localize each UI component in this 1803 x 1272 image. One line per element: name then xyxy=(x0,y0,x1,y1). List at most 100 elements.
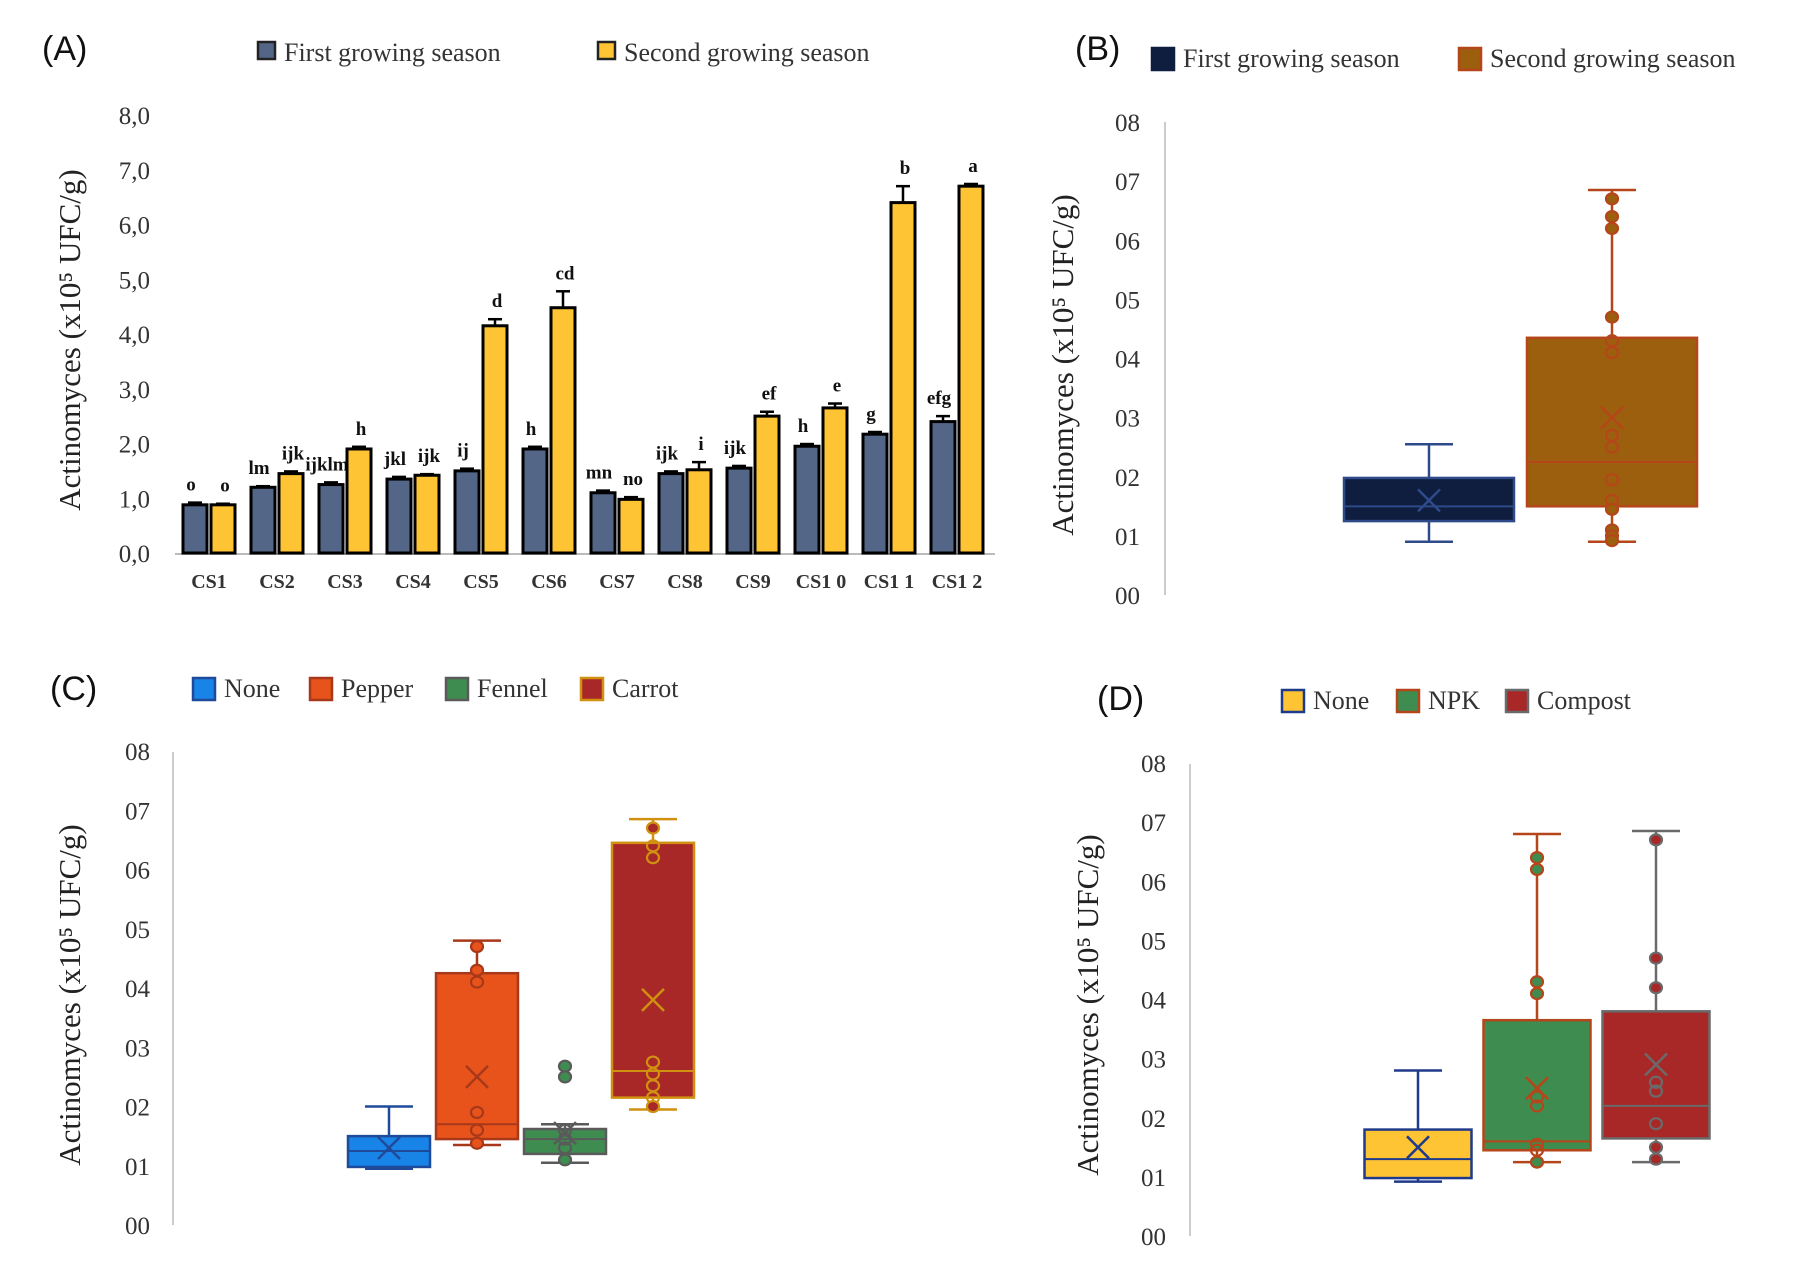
significance-label: h xyxy=(356,419,367,440)
panel-a-y-tick-2: 2,0 xyxy=(119,432,150,459)
significance-label: a xyxy=(968,156,978,177)
panel-c-legend-swatch-2 xyxy=(444,676,470,702)
panel-c-y-tick-2: 02 xyxy=(125,1095,150,1122)
significance-label: g xyxy=(866,404,876,425)
panel-b-legend-swatch-1 xyxy=(1457,46,1483,72)
category-label: CS7 xyxy=(599,571,635,593)
bar-CS12-s2 xyxy=(957,184,985,555)
box-npk-point xyxy=(1529,1090,1545,1104)
panel-d-legend-swatch-2 xyxy=(1504,688,1530,714)
panel-d-y-tick-4: 04 xyxy=(1141,988,1167,1015)
panel-c-legend-swatch-0 xyxy=(191,676,217,702)
significance-label: ijk xyxy=(418,446,441,467)
bar-CS1-s1 xyxy=(181,503,209,555)
panel-a-y-tick-5: 5,0 xyxy=(119,267,150,294)
panel-d-y-tick-7: 07 xyxy=(1141,810,1166,837)
panel-c-y-ticks: 00 01 02 03 04 05 06 07 08 xyxy=(125,739,151,1240)
box-npk-point xyxy=(1529,1099,1545,1113)
panel-b-y-tick-3: 03 xyxy=(1115,406,1140,433)
bar-CS6-s2 xyxy=(549,306,577,555)
category-label: CS3 xyxy=(327,571,363,593)
box-npk-point xyxy=(1529,1137,1545,1151)
box-pepper-iqr xyxy=(434,971,520,1141)
category-label: CS1 xyxy=(191,571,227,593)
bar-CS3-s2 xyxy=(345,447,373,555)
box-pepper-point xyxy=(469,1136,485,1150)
panel-a-category-labels: CS1 CS2 CS3 CS4 CS5 CS6 CS7 CS8 CS9 CS1 0 CS1 1 CS1… xyxy=(191,571,982,593)
box-compost-iqr xyxy=(1601,1010,1711,1140)
bar-CS7-s2 xyxy=(617,497,645,555)
category-label: CS1 1 xyxy=(864,571,915,593)
category-label: CS1 2 xyxy=(932,571,983,593)
panel-a-y-tick-0: 0,0 xyxy=(119,541,150,568)
box-pepper-point xyxy=(469,939,485,954)
significance-label: mn xyxy=(586,463,613,484)
panel-b-legend-swatch-0 xyxy=(1150,46,1176,72)
box-npk-point xyxy=(1529,1155,1545,1169)
panel-d-y-tick-1: 01 xyxy=(1141,1165,1166,1192)
significance-label: b xyxy=(900,158,911,179)
box-none-mean-marker xyxy=(377,1136,401,1160)
panel-b-label: (B) xyxy=(1075,30,1120,68)
category-label: CS5 xyxy=(463,571,499,593)
box-npk-point xyxy=(1529,986,1545,1001)
panel-b-y-axis-title: Actinomyces (x10⁵ UFC/g) xyxy=(1045,194,1080,535)
category-label: CS6 xyxy=(531,571,567,593)
panel-c-legend-swatch-1 xyxy=(308,676,334,702)
box-compost-mean-marker xyxy=(1644,1052,1668,1077)
panel-a-y-ticks: 0,0 1,0 2,0 3,0 4,0 5,0 6,0 7,0 8,0 xyxy=(119,103,150,568)
box-pepper-point xyxy=(469,1105,485,1120)
panel-b-y-tick-2: 02 xyxy=(1115,465,1140,492)
category-label: CS8 xyxy=(667,571,703,593)
panel-a-legend-label-0: First growing season xyxy=(284,38,501,67)
bar-CS7-s1 xyxy=(589,491,617,555)
box-compost-point xyxy=(1648,1117,1664,1131)
panel-a-bar-chart: (A) First growing season Second growing s… xyxy=(42,30,995,593)
bar-CS11-s2 xyxy=(889,201,917,555)
panel-c-legend-swatch-3 xyxy=(579,676,605,702)
significance-label: efg xyxy=(927,388,952,409)
bar-CS6-s1 xyxy=(521,447,549,555)
panel-c-legend: None Pepper Fennel Carrot xyxy=(191,674,679,703)
panel-b-y-tick-8: 08 xyxy=(1115,110,1140,137)
significance-label: lm xyxy=(248,458,269,479)
significance-label: h xyxy=(526,419,537,440)
panel-b-y-tick-0: 00 xyxy=(1115,583,1140,610)
box-fennel-point xyxy=(557,1123,573,1137)
panel-b-y-tick-6: 06 xyxy=(1115,228,1140,255)
box-carrot-point xyxy=(645,1099,661,1114)
box-carrot-point xyxy=(645,851,661,865)
panel-d-legend-label-1: NPK xyxy=(1428,686,1480,715)
panel-d-y-axis-title: Actinomyces (x10⁵ UFC/g) xyxy=(1070,834,1105,1175)
panel-d-y-ticks: 00 01 02 03 04 05 06 07 08 xyxy=(1141,751,1167,1251)
panel-d-box-plot: (D) None NPK Compost Actinomyces (x10⁵ UFC… xyxy=(1070,680,1711,1251)
panel-a-y-tick-6: 6,0 xyxy=(119,213,150,240)
significance-label: cd xyxy=(556,263,575,284)
category-label: CS9 xyxy=(735,571,771,593)
box-fennel-point xyxy=(557,1153,573,1167)
box-pepper-point xyxy=(469,975,485,989)
panel-d-y-tick-8: 08 xyxy=(1141,751,1166,778)
panel-c-legend-label-3: Carrot xyxy=(612,674,679,703)
panel-d-y-tick-6: 06 xyxy=(1141,869,1166,896)
significance-label: ijk xyxy=(282,443,305,464)
panel-c-y-tick-5: 05 xyxy=(125,917,150,944)
box-second-growing-season-iqr xyxy=(1525,336,1699,508)
panel-c-y-axis-title: Actinomyces (x10⁵ UFC/g) xyxy=(52,824,87,1165)
panel-d-y-tick-3: 03 xyxy=(1141,1047,1166,1074)
bar-CS9-s2 xyxy=(753,414,781,555)
panel-a-y-tick-4: 4,0 xyxy=(119,322,150,349)
category-label: CS4 xyxy=(395,571,431,593)
panel-d-label: (D) xyxy=(1097,680,1144,718)
box-carrot-point xyxy=(645,821,661,835)
category-label: CS2 xyxy=(259,571,295,593)
panel-d-legend-swatch-1 xyxy=(1395,688,1421,714)
panel-b-y-tick-7: 07 xyxy=(1115,169,1140,196)
box-carrot-mean-marker xyxy=(641,987,665,1012)
panel-a-y-tick-3: 3,0 xyxy=(119,377,150,404)
panel-d-y-tick-0: 00 xyxy=(1141,1224,1166,1251)
panel-a-legend: First growing season Second growing seaso… xyxy=(256,38,870,67)
panel-c-legend-label-1: Pepper xyxy=(341,674,414,703)
box-pepper-point xyxy=(469,1123,485,1137)
box-compost-point xyxy=(1648,1084,1664,1098)
